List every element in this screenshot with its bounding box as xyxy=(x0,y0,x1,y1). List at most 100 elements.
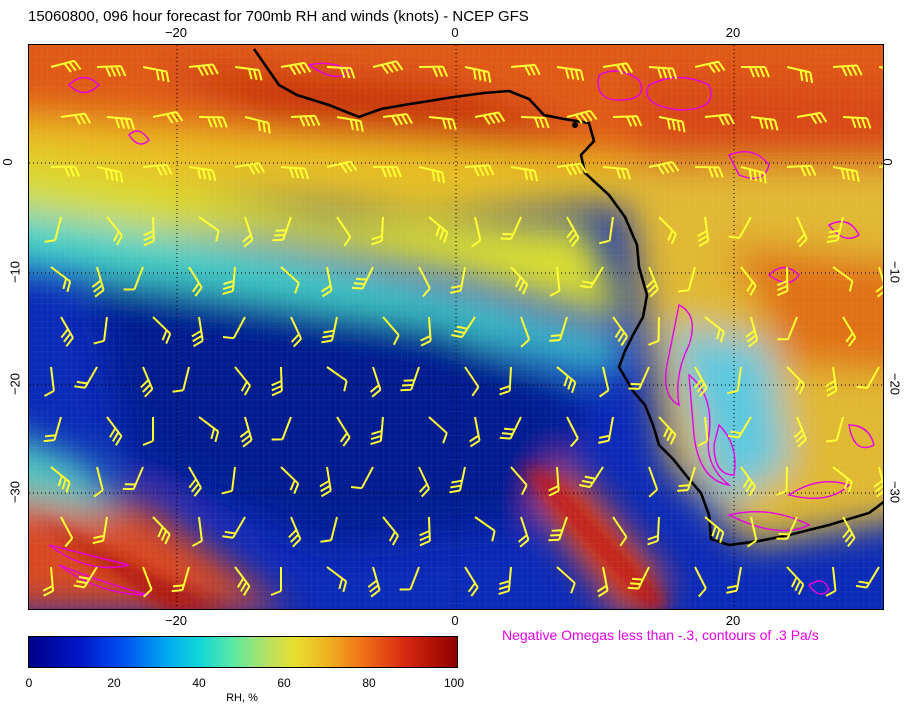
wind-barb xyxy=(464,366,480,397)
wind-barb xyxy=(449,466,466,494)
tick-right-s20: −20 xyxy=(887,372,903,396)
wind-barb xyxy=(372,60,404,75)
wind-barb xyxy=(796,111,828,125)
wind-barb xyxy=(597,566,609,598)
wind-barb xyxy=(74,366,98,389)
wind-barb xyxy=(793,416,807,448)
colorbar-title: RH, % xyxy=(226,692,258,704)
wind-barb xyxy=(320,516,338,543)
wind-barb xyxy=(326,366,348,392)
wind-barb xyxy=(450,266,466,294)
wind-barb xyxy=(520,316,531,348)
wind-barb xyxy=(566,216,580,247)
wind-barb xyxy=(382,316,400,346)
wind-barb xyxy=(142,417,154,446)
wind-barb xyxy=(288,516,302,548)
wind-barb xyxy=(96,65,127,77)
wind-barb xyxy=(786,66,814,84)
wind-barb xyxy=(510,166,539,182)
wind-barb xyxy=(234,66,263,81)
wind-barb xyxy=(50,59,82,73)
wind-barb xyxy=(382,113,413,126)
wind-barb xyxy=(602,62,634,75)
wind-barb xyxy=(694,166,724,178)
wind-barb xyxy=(290,316,303,348)
wind-barbs xyxy=(42,59,883,598)
wind-barb xyxy=(648,66,678,80)
wind-barb xyxy=(740,166,767,184)
wind-barb xyxy=(776,516,798,540)
wind-barb xyxy=(727,416,752,439)
map-panel[interactable] xyxy=(28,44,884,610)
wind-barb xyxy=(172,366,190,393)
wind-barb xyxy=(106,416,123,446)
wind-barb xyxy=(60,112,91,125)
wind-barb xyxy=(704,113,735,126)
wind-barb xyxy=(271,366,283,397)
wind-barb xyxy=(746,516,758,548)
wind-barb xyxy=(598,416,614,444)
wind-barb xyxy=(470,216,482,248)
wind-barb xyxy=(842,516,856,547)
wind-barb xyxy=(648,161,680,175)
wind-barb xyxy=(579,266,604,289)
wind-barb xyxy=(221,466,236,495)
wind-barb xyxy=(234,366,251,396)
wind-barb xyxy=(499,416,522,440)
wind-barb xyxy=(192,516,203,547)
wind-barb xyxy=(122,466,144,491)
wind-barb xyxy=(367,566,381,598)
omega-note: Negative Omegas less than -.3, contours … xyxy=(502,627,819,643)
tick-top-0: 0 xyxy=(451,25,459,40)
wind-barb xyxy=(336,416,351,447)
wind-barb xyxy=(222,316,246,340)
wind-barb xyxy=(50,466,71,493)
wind-barb xyxy=(832,166,860,182)
wind-barb xyxy=(198,416,220,443)
wind-barb xyxy=(704,516,725,543)
wind-barb xyxy=(726,366,742,395)
model-grid xyxy=(29,45,883,609)
wind-barb xyxy=(677,466,696,492)
wind-barb xyxy=(106,116,135,130)
tick-left-s30: −30 xyxy=(7,480,23,504)
wind-barb xyxy=(548,516,568,542)
wind-barb xyxy=(191,316,204,348)
wind-barb xyxy=(73,566,98,589)
wind-barb xyxy=(50,266,72,293)
wind-barb xyxy=(645,266,659,298)
wind-barb xyxy=(745,316,759,348)
graticule xyxy=(29,45,883,609)
wind-barb xyxy=(336,116,364,132)
wind-barb xyxy=(658,216,677,245)
wind-barb xyxy=(776,466,788,496)
wind-barb xyxy=(777,316,798,341)
wind-barb xyxy=(647,516,660,546)
tick-left-0: 0 xyxy=(0,158,16,166)
tick-right-s30: −30 xyxy=(887,480,903,504)
coastline xyxy=(252,48,883,547)
wind-barb xyxy=(776,266,789,297)
wind-barb xyxy=(520,116,550,129)
wind-barb xyxy=(418,266,431,298)
wind-barb xyxy=(498,566,512,595)
wind-barb xyxy=(222,516,246,539)
wind-barb xyxy=(42,566,55,597)
wind-barb xyxy=(549,266,561,297)
wind-barb xyxy=(826,216,844,244)
tick-top-e20: 20 xyxy=(725,25,741,40)
wind-barb xyxy=(694,566,707,598)
wind-barb xyxy=(628,366,650,390)
wind-barb xyxy=(469,416,481,448)
wind-barb xyxy=(694,366,708,397)
wind-barb xyxy=(241,216,254,248)
wind-barb xyxy=(842,316,857,347)
wind-barb xyxy=(44,216,62,243)
wind-barb xyxy=(142,566,153,598)
wind-barb xyxy=(602,166,631,180)
wind-barb xyxy=(873,466,883,498)
wind-barb xyxy=(382,516,399,546)
wind-barb xyxy=(143,216,155,247)
wind-barb xyxy=(369,366,382,398)
wind-barb xyxy=(326,566,348,593)
